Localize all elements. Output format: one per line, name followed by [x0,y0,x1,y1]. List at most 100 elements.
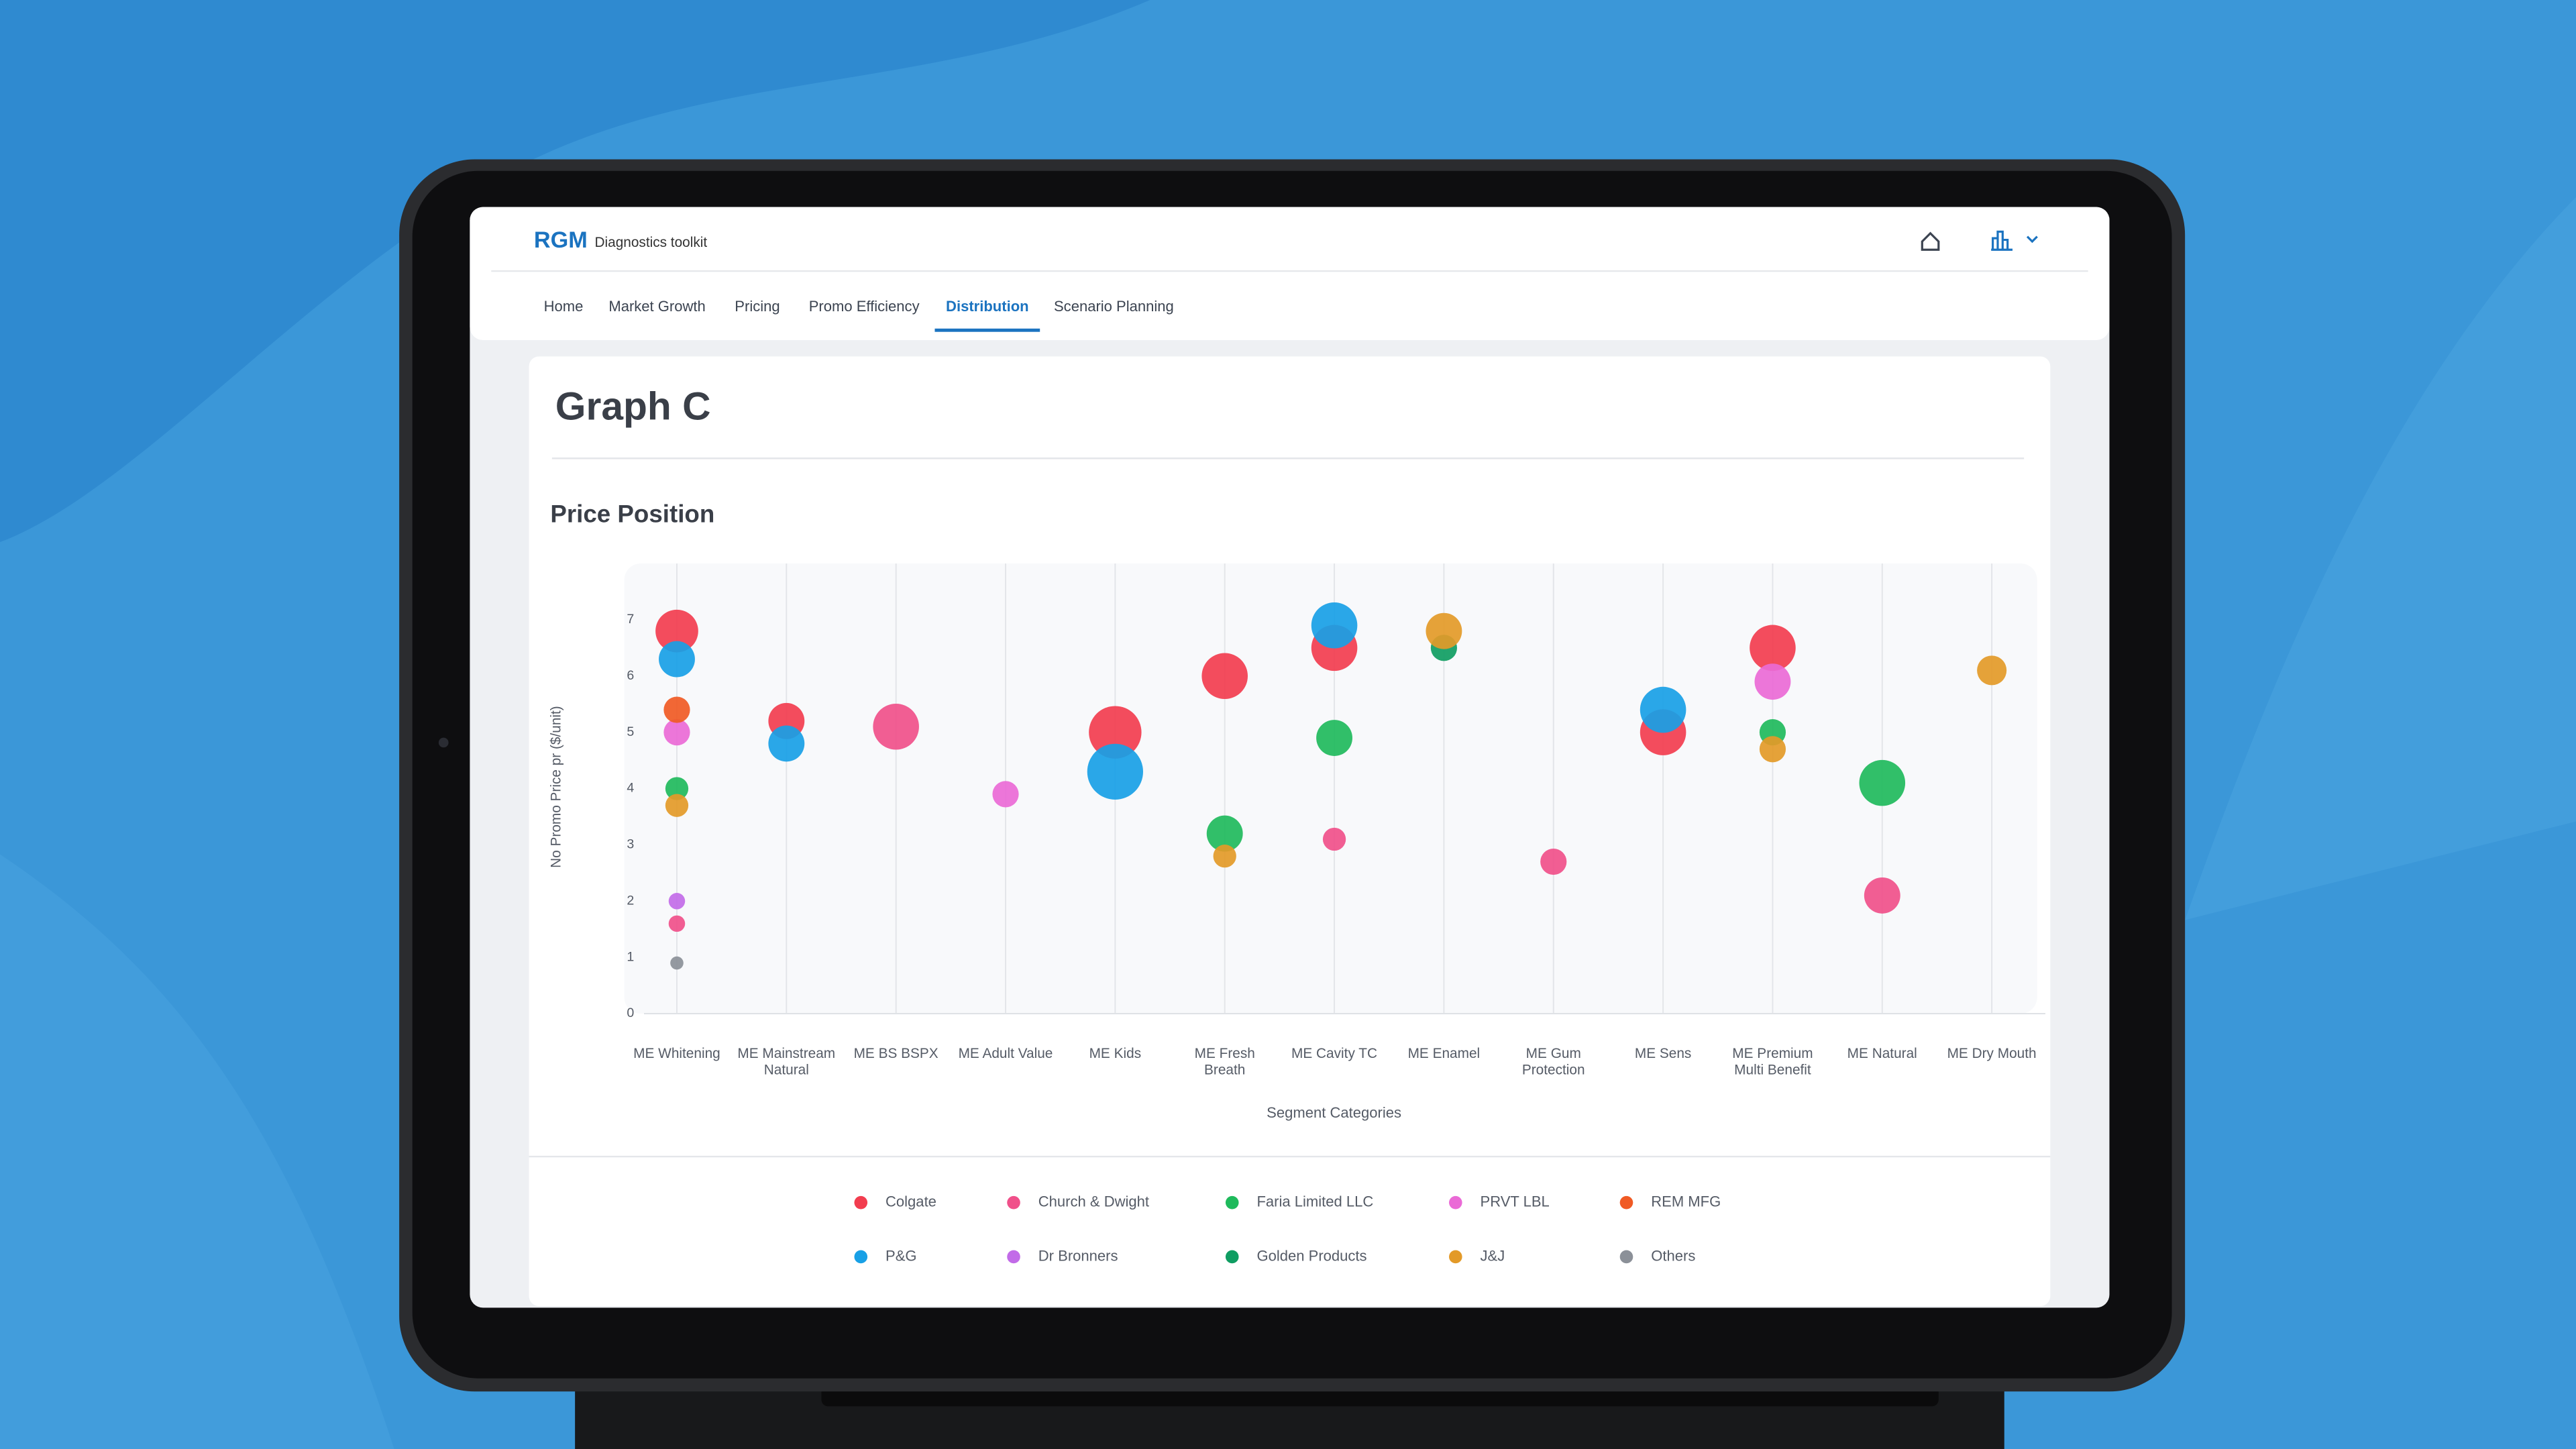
x-tick-label: ME Dry Mouth [1947,1046,2037,1062]
brand: RGM [534,227,588,253]
x-tick-label-text: ME Premium Multi Benefit [1732,1046,1813,1077]
bubble [665,794,689,817]
bubble [1089,706,1142,759]
bubble [1864,877,1900,914]
chart-menu[interactable] [1991,230,2038,251]
nav-item[interactable]: Promo Efficiency [809,298,920,315]
x-tick-label: ME Adult Value [958,1046,1053,1062]
legend-item[interactable]: Colgate [854,1193,936,1210]
bubble [1213,845,1236,868]
y-tick-label: 3 [627,837,634,852]
y-tick-label: 5 [627,724,634,739]
legend-item[interactable]: REM MFG [1619,1193,1721,1210]
y-tick-label: 0 [627,1006,634,1020]
legend-item[interactable]: Golden Products [1225,1247,1367,1264]
nav-item[interactable]: Home [544,298,584,315]
bubble [1201,653,1248,700]
bubble [1426,612,1462,649]
nav-bar: Home Market Growth Pricing Promo Efficiency… [544,298,1174,332]
nav-item[interactable]: Distribution [946,298,1029,315]
legend-swatch [1449,1195,1462,1210]
bubble [1206,815,1243,852]
y-tick-label: 6 [627,668,634,683]
x-tick-label: ME Natural [1847,1046,1917,1061]
bubble [1859,759,1906,806]
bubble [1540,848,1567,875]
legend-item[interactable]: Faria Limited LLC [1225,1193,1373,1210]
legend-label: Church & Dwight [1038,1193,1149,1210]
legend-label: REM MFG [1651,1193,1721,1210]
legend-label: P&G [885,1247,917,1264]
legend-label: J&J [1481,1247,1505,1264]
nav-item[interactable]: Scenario Planning [1054,298,1174,315]
legend-item[interactable]: Dr Bronners [1007,1247,1118,1264]
x-tick-label-text: ME Cavity TC [1291,1046,1378,1062]
page-title: Graph C [555,384,711,428]
brand-subtitle: Diagnostics toolkit [595,235,708,250]
y-tick-label: 2 [627,893,634,908]
camera [438,737,449,748]
bubble [665,777,689,800]
x-tick-label-text: ME Kids [1089,1046,1142,1062]
bubble [668,893,686,910]
legend-item[interactable]: Others [1619,1247,1696,1264]
bubble [670,956,684,970]
x-tick-label-text: ME Sens [1634,1046,1692,1062]
app-header [470,207,2110,340]
legend-item[interactable]: PRVT LBL [1449,1193,1550,1210]
bubble [1750,625,1796,672]
legend-swatch [1619,1195,1633,1210]
x-tick-label: ME Cavity TC [1291,1046,1378,1062]
legend-label: Colgate [885,1193,936,1210]
x-tick-label-text: ME BS BSPX [853,1046,938,1062]
x-tick-label: ME Whitening [633,1046,720,1061]
bubble [1754,663,1791,700]
legend-swatch [1225,1195,1239,1210]
x-tick-label-text: ME Dry Mouth [1947,1046,2037,1062]
bubble [1322,827,1346,851]
background-wave [0,854,394,1449]
bubble [1977,655,2007,686]
bubble [655,609,698,653]
x-tick-label: ME Gum Protection [1521,1046,1585,1077]
bubble [768,725,805,762]
background-wave [0,0,1150,543]
plot-area [624,564,2037,1014]
legend: Colgate Church & Dwight Faria Limited LLC P… [854,1193,1721,1264]
x-axis-label: Segment Categories [1267,1104,1401,1121]
nav-active-underline [934,328,1040,332]
legend-swatch [1619,1250,1633,1264]
x-tick-label-text: ME Gum Protection [1521,1046,1585,1077]
x-tick-label-text: ME Adult Value [958,1046,1053,1062]
bubble [668,915,686,932]
x-tick-label: ME Enamel [1407,1046,1481,1062]
legend-swatch [1225,1250,1239,1264]
bubble [659,641,695,678]
legend-item[interactable]: P&G [854,1247,917,1264]
legend-item[interactable]: J&J [1449,1247,1505,1264]
legend-label: Faria Limited LLC [1256,1193,1373,1210]
bubble [1759,736,1786,763]
x-tick-label: ME Fresh Breath [1194,1046,1255,1077]
y-tick-label: 1 [627,949,634,964]
x-tick-label-text: ME Fresh Breath [1194,1046,1255,1077]
legend-item[interactable]: Church & Dwight [1007,1193,1149,1210]
x-tick-label: ME Premium Multi Benefit [1732,1046,1813,1077]
home-icon[interactable] [1921,231,1940,251]
legend-label: Dr Bronners [1038,1247,1118,1264]
x-tick-label: ME BS BSPX [853,1046,938,1062]
x-tick-label-text: ME Mainstream Natural [737,1046,836,1077]
chart-title: Price Position [550,500,714,528]
legend-swatch [1007,1250,1020,1264]
x-tick-label-text: ME Enamel [1407,1046,1481,1062]
x-tick-label: ME Sens [1634,1046,1692,1062]
nav-item[interactable]: Market Growth [608,298,705,315]
legend-label: PRVT LBL [1481,1193,1550,1210]
bubble [663,696,690,723]
legend-swatch [1007,1195,1020,1210]
bubbles [655,602,2007,970]
bubble [873,703,919,750]
nav-item[interactable]: Pricing [735,298,780,315]
